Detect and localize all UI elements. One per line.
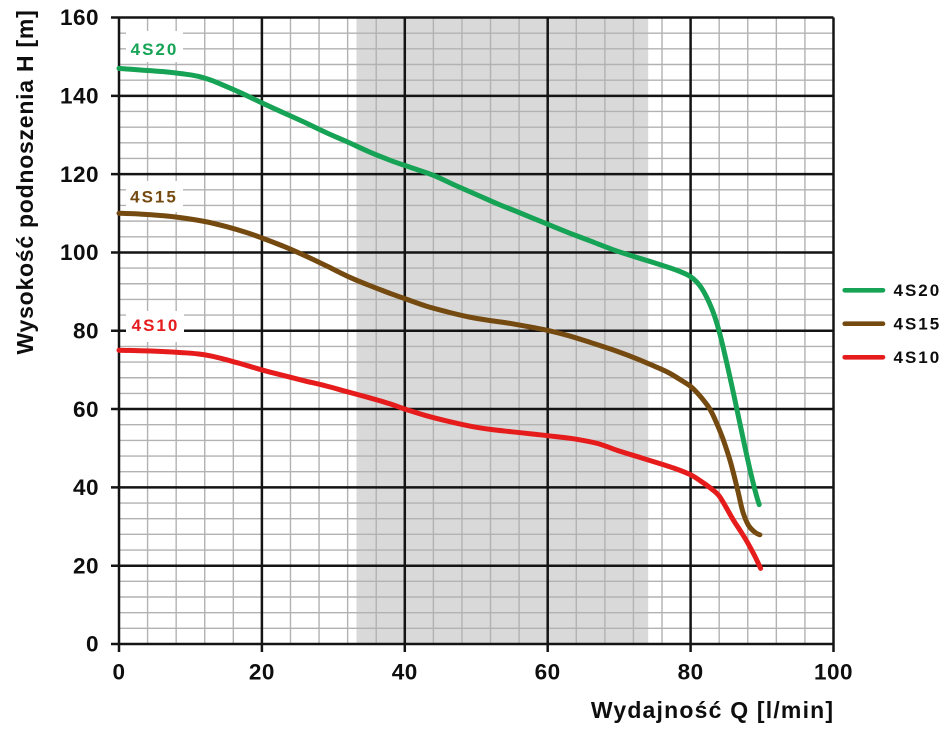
svg-text:160: 160	[60, 5, 99, 30]
svg-text:80: 80	[678, 660, 704, 685]
svg-text:80: 80	[73, 319, 99, 344]
svg-text:Wysokość podnoszenia H [m]: Wysokość podnoszenia H [m]	[12, 10, 38, 355]
svg-text:120: 120	[60, 162, 99, 187]
svg-text:100: 100	[814, 660, 853, 685]
svg-text:140: 140	[60, 84, 99, 109]
svg-text:60: 60	[535, 660, 561, 685]
svg-text:0: 0	[112, 660, 125, 685]
svg-text:4S20: 4S20	[894, 281, 942, 300]
svg-text:20: 20	[249, 660, 275, 685]
svg-text:4S10: 4S10	[894, 348, 942, 367]
svg-text:4S15: 4S15	[130, 188, 178, 207]
svg-text:60: 60	[73, 397, 99, 422]
svg-text:4S15: 4S15	[894, 315, 942, 334]
svg-text:4S20: 4S20	[131, 40, 179, 59]
svg-text:40: 40	[392, 660, 418, 685]
svg-text:20: 20	[73, 553, 99, 578]
svg-text:100: 100	[60, 240, 99, 265]
svg-text:4S10: 4S10	[132, 316, 180, 335]
svg-text:Wydajność Q [l/min]: Wydajność Q [l/min]	[591, 697, 834, 723]
svg-text:0: 0	[86, 632, 99, 657]
svg-text:40: 40	[73, 475, 99, 500]
